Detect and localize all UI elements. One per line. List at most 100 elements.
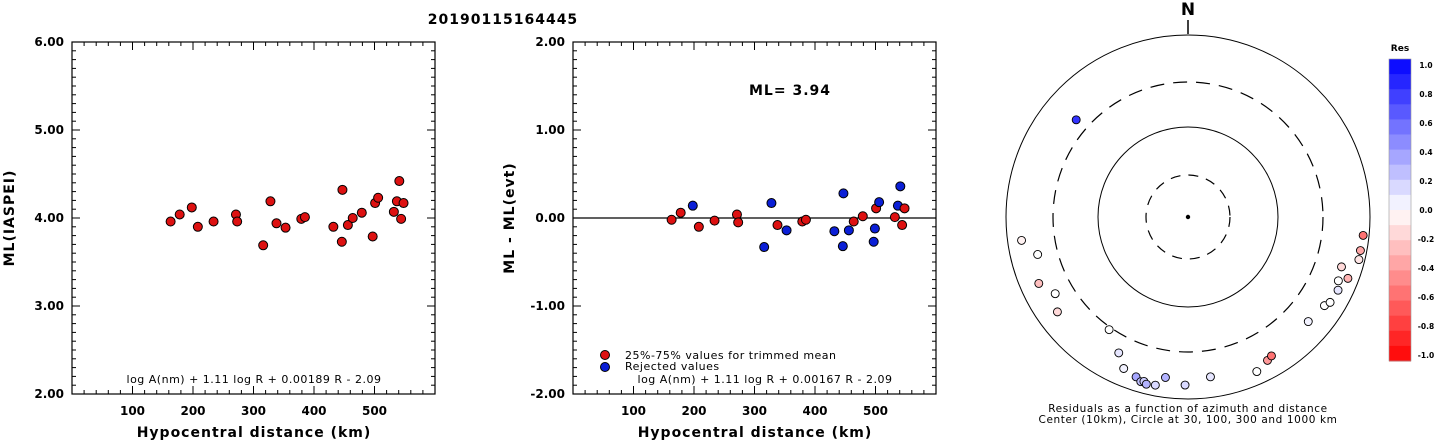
data-point [265,196,276,207]
x-tick-label: 100 [120,404,145,418]
rejected-point [781,225,792,236]
colorbar-cell [1389,345,1411,362]
x-tick-label: 400 [802,404,827,418]
colorbar-frame [1388,58,1412,362]
data-point [165,216,176,227]
colorbar-cell [1389,255,1411,271]
residual-colorbar: Res 1.0 0.8 0.6 0.4 0.2 0.0 -0.2 -0.4 -0.6 -0.8 -1… [1388,44,1434,362]
accepted-point [899,203,910,214]
rejected-point [874,197,885,208]
y-tick-label: 1.00 [535,123,565,137]
colorbar-tick-label: -1.0 [1418,351,1434,360]
y-axis-ticks [573,50,936,386]
y-tick-label: 6.00 [34,35,64,49]
y-tick-label: 3.00 [34,299,64,313]
station-point [1160,373,1170,382]
data-points [666,181,910,253]
caption-line-1: Residuals as a function of azimuth and d… [1048,403,1328,415]
ml-value-label: ML= 3.94 [749,83,831,99]
y-tick-label: 2.00 [34,387,64,401]
colorbar-cell [1389,179,1411,196]
colorbar-cell [1389,164,1411,181]
station-point [1180,380,1190,390]
x-tick-label: 300 [241,404,266,418]
rejected-point [843,225,854,236]
station-point [1206,372,1215,382]
accepted-point [897,220,908,231]
north-label: N [1181,0,1195,20]
colorbar-tick-label: -0.6 [1418,293,1434,302]
colorbar-cell [1389,104,1411,120]
colorbar-cell [1389,119,1411,135]
colorbar-tick-label: 0.0 [1419,206,1432,215]
colorbar-title: Res [1391,44,1409,54]
colorbar-cell [1389,210,1411,226]
data-point [347,213,358,223]
formula-text: log A(nm) + 1.11 log R + 0.00167 R - 2.0… [638,373,893,386]
accepted-point [889,212,900,223]
center-dot [1185,214,1191,220]
station-point [1150,380,1160,390]
figure-title: 20190115164445 [428,12,578,28]
x-tick-label: 500 [362,404,387,418]
x-tick-label: 200 [180,404,205,418]
colorbar-tick-label: -0.4 [1418,264,1434,273]
accepted-point [733,217,744,228]
residual-vs-distance-plot: 100 200 300 400 500 -2.00 -1.00 0.00 1.00 2.00 M… [502,35,937,441]
data-point [299,212,310,223]
data-point [373,192,384,203]
rejected-point [837,241,848,252]
station-point [1343,273,1353,283]
rejected-point [895,181,906,192]
colorbar-cell [1389,315,1411,332]
y-tick-label: -2.00 [530,387,565,401]
colorbar-tick-label: -0.8 [1418,322,1434,331]
data-point [271,218,282,229]
accepted-point [666,214,677,225]
colorbar-cell [1389,330,1411,347]
rejected-point [829,226,840,237]
colorbar-tick-label: 0.6 [1419,119,1432,128]
accepted-point [693,221,704,232]
data-point [208,216,219,227]
colorbar-cell [1389,194,1411,211]
station-point [1333,285,1343,295]
colorbar-tick-labels: 1.0 0.8 0.6 0.4 0.2 0.0 -0.2 -0.4 -0.6 -0.8 -1.0 [1418,61,1434,360]
x-tick-label: 300 [742,404,767,418]
station-point [1119,364,1129,373]
data-point [356,207,367,218]
station-residual-points [1017,115,1368,390]
y-tick-label: 0.00 [535,211,565,225]
y-tick-label: 5.00 [34,123,64,137]
ring-30km [1145,174,1231,260]
data-point [186,202,197,213]
plot-frame [71,41,436,395]
x-tick-labels: 100 200 300 400 500 [621,404,888,418]
station-point [1071,115,1081,125]
data-point [337,184,348,195]
legend-marker-rejected [600,362,610,372]
y-tick-label: 2.00 [535,35,565,49]
station-point [1303,317,1313,327]
y-axis-label: ML(IASPEI) [2,170,18,267]
station-point [1325,297,1335,307]
colorbar-cell [1389,225,1411,241]
station-point [1354,255,1364,265]
colorbar-cells [1389,59,1411,362]
station-point [1104,325,1114,335]
data-point [342,220,353,231]
accepted-point [848,216,859,227]
colorbar-cell [1389,270,1411,286]
colorbar-cell [1389,59,1411,75]
y-tick-labels: 2.00 3.00 4.00 5.00 6.00 [34,35,64,401]
rejected-point [868,236,879,247]
colorbar-tick-label: -0.2 [1418,235,1434,244]
magnitude-vs-distance-plot: 100 200 300 400 500 2.00 3.00 4.00 5.00 6.00 log… [2,35,436,441]
caption-line-2: Center (10km), Circle at 30, 100, 300 an… [1039,414,1338,426]
accepted-point [675,207,686,218]
data-point [398,198,409,209]
azimuth-distance-plot: N Residuals as a function of azimuth and… [1005,0,1434,426]
data-point [258,240,269,251]
y-tick-labels: -2.00 -1.00 0.00 1.00 2.00 [530,35,565,401]
